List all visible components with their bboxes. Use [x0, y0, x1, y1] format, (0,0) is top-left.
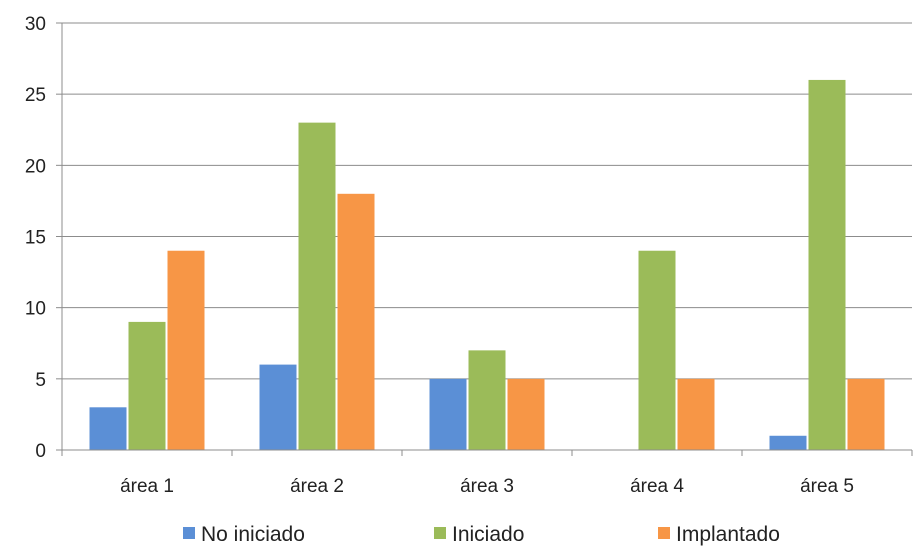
legend-label: Implantado — [676, 523, 780, 546]
bar — [507, 378, 545, 450]
y-tick-label: 30 — [25, 14, 46, 35]
bar — [259, 364, 297, 450]
legend-swatch — [434, 527, 446, 539]
y-tick-label: 25 — [25, 85, 46, 106]
bar — [128, 321, 166, 450]
bars — [89, 79, 885, 451]
x-tick-label: área 1 — [120, 476, 174, 497]
legend-label: No iniciado — [201, 523, 305, 546]
bar — [847, 378, 885, 450]
y-tick-label: 20 — [25, 156, 46, 177]
legend-item: No iniciado — [183, 523, 305, 546]
x-tick-label: área 2 — [290, 476, 344, 497]
x-tick-label: área 4 — [630, 476, 684, 497]
legend-item: Implantado — [658, 523, 780, 546]
bar — [167, 250, 205, 450]
bar — [298, 122, 336, 450]
bar — [337, 193, 375, 451]
y-tick-label: 10 — [25, 299, 46, 320]
bar — [468, 350, 506, 450]
y-tick-label: 15 — [25, 228, 46, 249]
y-tick-labels: 0 5 10 15 20 25 30 — [25, 14, 46, 462]
legend: No iniciado Iniciado Implantado — [183, 523, 780, 546]
legend-swatch — [183, 527, 195, 539]
bar — [769, 435, 807, 450]
bar — [677, 378, 715, 450]
bar — [429, 378, 467, 450]
axes — [56, 22, 913, 456]
y-tick-label: 0 — [35, 441, 46, 462]
legend-item: Iniciado — [434, 523, 524, 546]
y-tick-label: 5 — [35, 370, 46, 391]
bar — [808, 79, 846, 450]
x-tick-labels: área 1 área 2 área 3 área 4 área 5 — [120, 476, 854, 497]
bar — [638, 250, 676, 450]
x-tick-label: área 5 — [800, 476, 854, 497]
legend-label: Iniciado — [452, 523, 524, 546]
bar — [89, 407, 127, 450]
x-tick-label: área 3 — [460, 476, 514, 497]
legend-swatch — [658, 527, 670, 539]
